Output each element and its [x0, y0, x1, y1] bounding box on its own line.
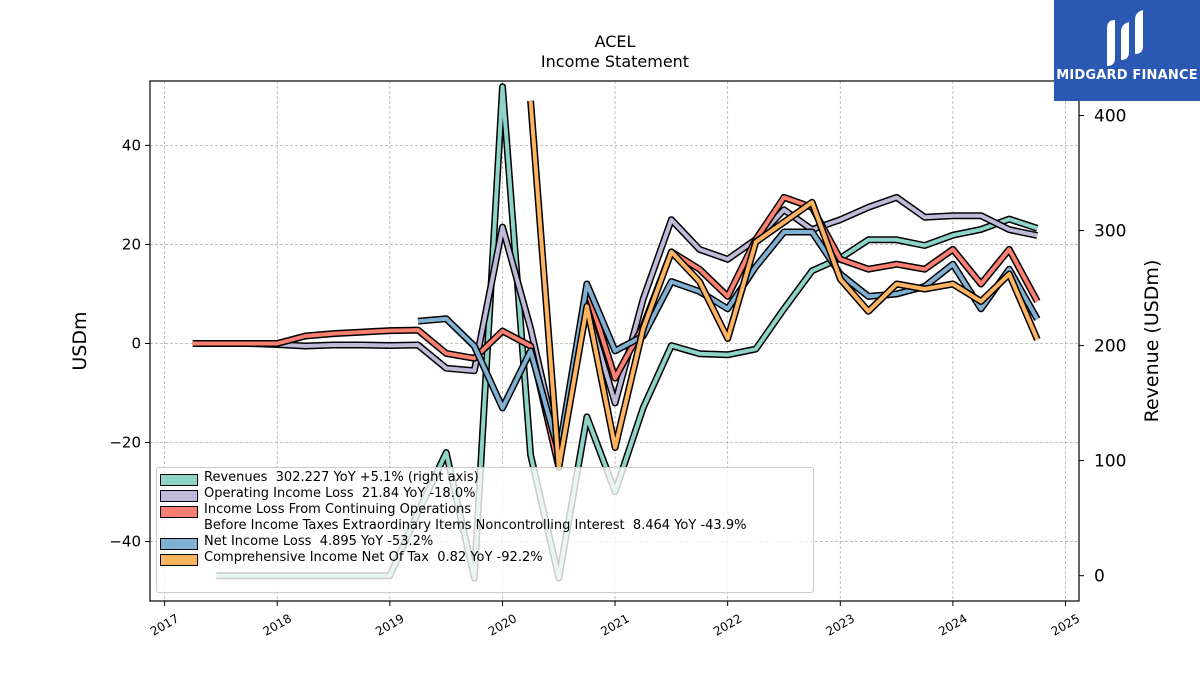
- legend-swatch: [160, 554, 198, 566]
- y-axis-label-right: Revenue (USDm): [1141, 260, 1163, 423]
- legend-item: Revenues 302.227 YoY +5.1% (right axis): [157, 470, 807, 486]
- y-tick-label-right: 300: [1094, 222, 1126, 242]
- logo-text: MIDGARD FINANCE: [1056, 68, 1198, 83]
- chart-subtitle: Income Statement: [540, 52, 690, 71]
- brand-logo: MIDGARD FINANCE: [1054, 0, 1200, 101]
- axes: 2017 2018 2019 2020 2021 2022 2023 2024 2025 −40 −…: [109, 107, 1126, 639]
- y-tick-label-left: 40: [122, 136, 141, 154]
- legend-label: Revenues 302.227 YoY +5.1% (right axis): [204, 470, 479, 485]
- chart-title: ACEL: [594, 32, 636, 51]
- y-axis-label-left: USDm: [69, 311, 91, 370]
- y-tick-label-right: 200: [1094, 337, 1126, 357]
- legend-swatch: [160, 490, 198, 502]
- plot-frame: [149, 80, 1080, 602]
- series-line-stroke: [528, 100, 1040, 470]
- x-tick-label: 2025: [1049, 611, 1082, 638]
- y-tick-label-right: 100: [1094, 452, 1126, 472]
- legend-label: Operating Income Loss 21.84 YoY -18.0%: [204, 486, 476, 501]
- logo-mark-icon: [1107, 10, 1143, 66]
- legend-label: Comprehensive Income Net Of Tax 0.82 YoY…: [204, 550, 543, 565]
- x-tick-label: 2024: [936, 611, 969, 638]
- x-tick-label: 2019: [373, 611, 406, 638]
- series-line-stroke: [192, 195, 1040, 470]
- legend-swatch: [160, 474, 198, 486]
- legend-label: Net Income Loss 4.895 YoY -53.2%: [204, 534, 434, 549]
- x-tick-label: 2021: [598, 611, 631, 638]
- series-line: [192, 193, 1041, 471]
- x-tick-label: 2020: [486, 611, 519, 638]
- series-line-stroke: [192, 195, 1038, 455]
- series-line: [192, 193, 1039, 456]
- series-line: [527, 100, 1041, 471]
- legend-item: Comprehensive Income Net Of Tax 0.82 YoY…: [157, 550, 807, 566]
- y-tick-label-right: 400: [1094, 107, 1126, 127]
- y-tick-label-left: 20: [122, 235, 141, 253]
- x-tick-label: 2018: [261, 611, 294, 638]
- x-tick-label: 2017: [148, 611, 181, 638]
- y-tick-label-right: 0: [1094, 567, 1105, 587]
- x-tick-label: 2022: [711, 611, 744, 638]
- series-line-stroke: [417, 230, 1040, 455]
- legend-label: Income Loss From Continuing Operations B…: [204, 502, 747, 533]
- y-tick-label-left: −40: [109, 533, 141, 551]
- y-tick-label-left: 0: [131, 334, 141, 352]
- series-line: [417, 228, 1041, 456]
- legend: Revenues 302.227 YoY +5.1% (right axis) O…: [156, 467, 814, 593]
- legend-swatch: [160, 538, 198, 550]
- legend-item: Income Loss From Continuing Operations B…: [157, 502, 807, 534]
- legend-item: Operating Income Loss 21.84 YoY -18.0%: [157, 486, 807, 502]
- x-tick-label: 2023: [824, 611, 857, 638]
- legend-item: Net Income Loss 4.895 YoY -53.2%: [157, 534, 807, 550]
- legend-swatch: [160, 506, 198, 518]
- y-tick-label-left: −20: [109, 434, 141, 452]
